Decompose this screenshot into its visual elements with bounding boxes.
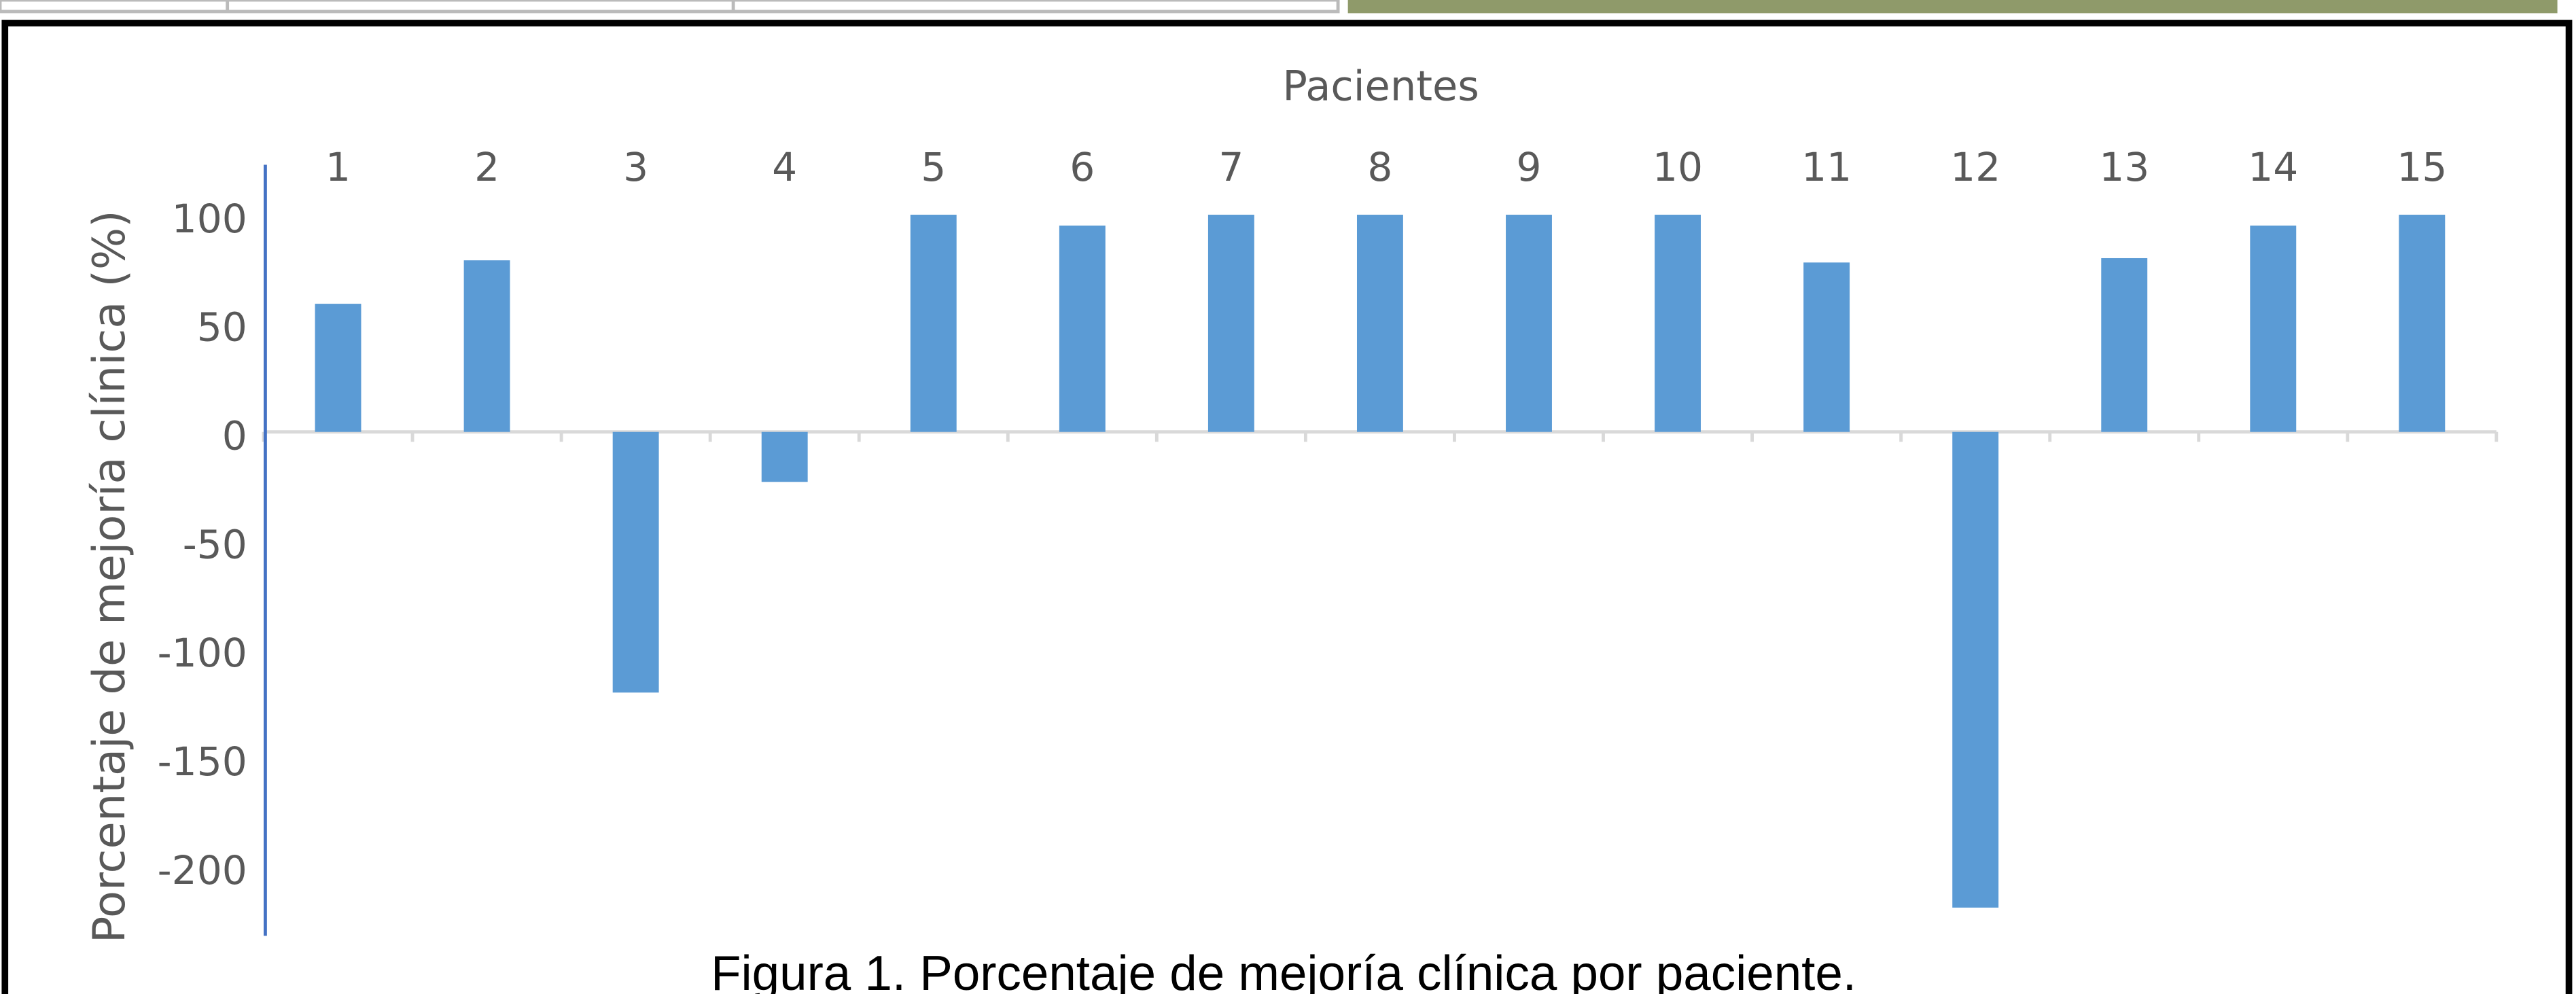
y-tick-label: -150: [158, 739, 247, 785]
bar: [1208, 215, 1254, 432]
bar: [613, 432, 659, 693]
x-tick-label: 11: [1801, 144, 1852, 190]
x-tick-label: 12: [1950, 144, 2000, 190]
x-tick-label: 9: [1516, 144, 1541, 190]
bar: [2250, 226, 2296, 432]
bar: [2101, 258, 2147, 432]
bar: [1655, 215, 1701, 432]
x-tick-label: 15: [2397, 144, 2447, 190]
page: Pacientes Porcentaje de mejoría clínica …: [0, 0, 2576, 994]
y-tick-label: -200: [158, 847, 247, 893]
x-tick-label: 7: [1218, 144, 1243, 190]
bar: [1357, 215, 1403, 432]
bar: [1952, 432, 1998, 908]
x-tick-label: 10: [1653, 144, 1703, 190]
x-tick-label: 14: [2248, 144, 2298, 190]
bar: [1059, 226, 1106, 432]
x-tick-label: 13: [2099, 144, 2149, 190]
bar: [762, 432, 808, 482]
y-tick-label: 0: [222, 413, 247, 459]
photo-remnant: [1348, 0, 2558, 13]
bar: [1803, 262, 1850, 431]
x-tick-label: 4: [772, 144, 797, 190]
bar: [315, 304, 361, 432]
x-tick-label: 5: [921, 144, 946, 190]
y-tick-label: 100: [172, 196, 247, 242]
figure-caption: Figura 1. Porcentaje de mejoría clínica …: [711, 946, 1856, 994]
y-tick-label: -50: [183, 521, 247, 567]
bar: [911, 215, 957, 432]
bar: [464, 260, 510, 432]
y-axis-label: Porcentaje de mejoría clínica (%): [84, 210, 135, 943]
x-tick-label: 6: [1070, 144, 1095, 190]
bar: [2399, 215, 2445, 432]
chart-title: Pacientes: [1282, 63, 1479, 111]
x-tick-label: 2: [474, 144, 499, 190]
table-remnant: [0, 0, 1338, 12]
y-tick-label: 50: [197, 304, 247, 351]
background: [0, 0, 2576, 994]
bar: [1506, 215, 1552, 432]
x-tick-label: 8: [1367, 144, 1392, 190]
x-tick-label: 3: [623, 144, 648, 190]
y-tick-label: -100: [158, 630, 247, 676]
x-tick-label: 1: [325, 144, 351, 190]
